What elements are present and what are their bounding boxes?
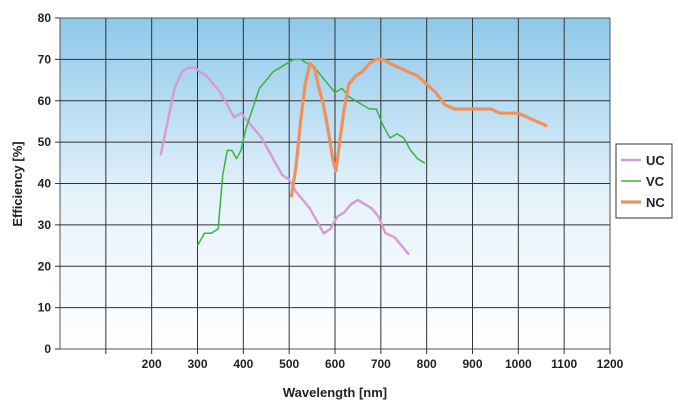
series-lines (159, 57, 548, 256)
legend-label-vc: VC (646, 174, 665, 189)
grid-lines (60, 18, 610, 349)
legend: UC VC NC (615, 143, 673, 219)
series-line-nc (289, 57, 548, 198)
x-tick-label: 900 (462, 357, 482, 371)
series-line-uc (159, 66, 410, 256)
y-tick-label: 60 (38, 94, 52, 108)
y-axis-title: Efficiency [%] (10, 141, 25, 226)
x-tick-label: 600 (325, 357, 345, 371)
x-axis-ticks: 200 300 400 500 600 700 800 900 1000 1100 1200 (105, 349, 624, 371)
x-tick-label: 500 (279, 357, 299, 371)
x-tick-label: 300 (187, 357, 207, 371)
y-tick-label: 50 (38, 135, 52, 149)
y-axis-ticks: 0 10 20 30 40 50 60 70 80 (38, 11, 60, 356)
x-tick-label: 200 (142, 357, 162, 371)
x-tick-label: 700 (371, 357, 391, 371)
x-tick-label: 800 (417, 357, 437, 371)
y-tick-label: 30 (38, 218, 52, 232)
x-tick-label: 400 (233, 357, 253, 371)
x-tick-label: 1000 (505, 357, 532, 371)
y-tick-label: 40 (38, 177, 52, 191)
y-tick-label: 70 (38, 52, 52, 66)
x-axis-title: Wavelength [nm] (283, 385, 387, 400)
legend-label-nc: NC (646, 195, 665, 210)
legend-label-uc: UC (646, 153, 665, 168)
y-tick-label: 20 (38, 259, 52, 273)
series-line-vc (196, 58, 426, 247)
y-tick-label: 0 (44, 342, 51, 356)
y-tick-label: 80 (38, 11, 52, 25)
x-tick-label: 1200 (597, 357, 624, 371)
x-tick-label: 1100 (551, 357, 577, 371)
y-tick-label: 10 (38, 301, 52, 315)
